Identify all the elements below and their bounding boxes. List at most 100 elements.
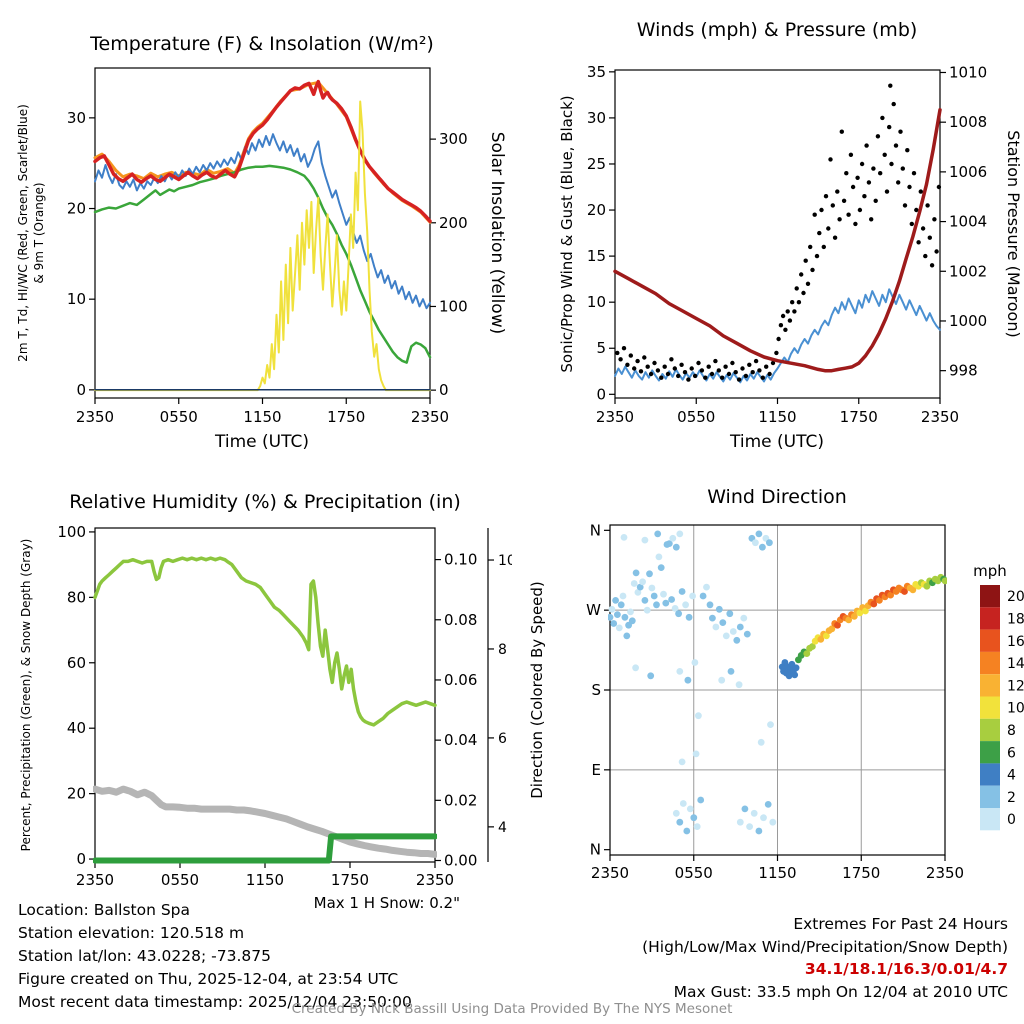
figure-created: Figure created on Thu, 2025-12-04, at 23… [18, 970, 399, 988]
svg-text:0: 0 [1007, 812, 1016, 828]
svg-text:0.04: 0.04 [444, 731, 477, 749]
extremes-values: 34.1/18.1/16.3/0.01/4.7 [804, 960, 1008, 978]
svg-text:25: 25 [587, 155, 606, 173]
svg-text:N: N [590, 841, 601, 859]
svg-text:10: 10 [1007, 701, 1024, 717]
svg-text:1002: 1002 [949, 262, 987, 280]
svg-text:0.10: 0.10 [444, 551, 477, 569]
svg-text:12: 12 [1007, 678, 1024, 694]
svg-text:2350: 2350 [416, 871, 454, 889]
svg-text:Temperature (F) & Insolation (: Temperature (F) & Insolation (W/m²) [89, 33, 434, 55]
svg-text:Sonic/Prop Wind & Gust (Blue,: Sonic/Prop Wind & Gust (Blue, Black) [558, 95, 576, 372]
svg-text:1750: 1750 [331, 871, 369, 889]
svg-text:5: 5 [596, 339, 606, 357]
credit-line: Created By Nick Bassill Using Data Provi… [291, 1001, 733, 1017]
svg-text:10: 10 [67, 290, 86, 308]
svg-text:1150: 1150 [243, 408, 281, 426]
svg-text:0: 0 [76, 381, 86, 399]
svg-text:2350: 2350 [591, 864, 629, 882]
svg-text:0550: 0550 [675, 864, 713, 882]
max-gust: Max Gust: 33.5 mph On 12/04 at 2010 UTC [673, 982, 1008, 1001]
svg-text:1004: 1004 [949, 213, 987, 231]
svg-text:2350: 2350 [411, 408, 449, 426]
svg-text:8: 8 [498, 642, 507, 658]
svg-text:30: 30 [587, 109, 606, 127]
svg-text:Direction (Colored By Speed): Direction (Colored By Speed) [528, 581, 546, 799]
svg-text:20: 20 [587, 201, 606, 219]
station-info: Location: Ballston Spa Station elevation… [18, 899, 412, 1014]
svg-text:& 9m T (Orange): & 9m T (Orange) [32, 182, 46, 283]
extremes-title: Extremes For Past 24 Hours [793, 915, 1008, 933]
svg-text:100: 100 [57, 523, 86, 541]
svg-text:2: 2 [1007, 790, 1016, 806]
svg-text:8: 8 [1007, 723, 1016, 739]
svg-text:Time (UTC): Time (UTC) [214, 432, 309, 452]
svg-text:Percent, Precipitation (Green): Percent, Precipitation (Green), & Snow D… [19, 539, 33, 852]
svg-text:0550: 0550 [161, 871, 199, 889]
svg-text:20: 20 [67, 200, 86, 218]
svg-text:40: 40 [67, 719, 86, 737]
svg-text:1750: 1750 [840, 408, 878, 426]
svg-text:1750: 1750 [842, 864, 880, 882]
station-latlon: Station lat/lon: 43.0228; -73.875 [18, 947, 271, 965]
svg-text:1006: 1006 [949, 163, 987, 181]
svg-text:10: 10 [587, 293, 606, 311]
svg-text:10: 10 [498, 553, 512, 569]
svg-text:2350: 2350 [921, 408, 959, 426]
svg-text:0.08: 0.08 [444, 611, 477, 629]
svg-text:0: 0 [439, 381, 449, 399]
svg-text:16: 16 [1007, 634, 1024, 650]
svg-text:1150: 1150 [758, 864, 796, 882]
svg-text:0.02: 0.02 [444, 791, 477, 809]
svg-text:20: 20 [67, 785, 86, 803]
svg-text:Station Pressure (Maroon): Station Pressure (Maroon) [1004, 130, 1023, 337]
svg-text:200: 200 [439, 214, 468, 232]
extremes-info: Extremes For Past 24 Hours (High/Low/Max… [558, 913, 1008, 1003]
svg-text:1150: 1150 [246, 871, 284, 889]
svg-text:Wind Direction: Wind Direction [707, 486, 847, 508]
svg-text:Time (UTC): Time (UTC) [729, 432, 824, 452]
svg-text:2350: 2350 [926, 864, 964, 882]
extremes-subtitle: (High/Low/Max Wind/Precipitation/Snow De… [642, 937, 1008, 956]
svg-text:300: 300 [439, 130, 468, 148]
svg-text:35: 35 [587, 63, 606, 81]
svg-text:mph: mph [973, 562, 1007, 580]
svg-text:60: 60 [67, 654, 86, 672]
svg-text:6: 6 [498, 731, 507, 747]
wind-direction-chart: 2350 0550 1150 1750 2350 N E S W N Wind Direction D… [528, 486, 1024, 882]
svg-text:20+: 20+ [1007, 589, 1024, 605]
svg-text:1000: 1000 [949, 312, 987, 330]
svg-text:Winds (mph) & Pressure (mb): Winds (mph) & Pressure (mb) [637, 19, 918, 41]
svg-text:30: 30 [67, 109, 86, 127]
svg-text:1010: 1010 [949, 63, 987, 81]
svg-text:0550: 0550 [160, 408, 198, 426]
svg-text:80: 80 [67, 588, 86, 606]
svg-text:E: E [592, 761, 601, 779]
svg-text:998: 998 [949, 362, 978, 380]
winds-pressure-chart: 2350 0550 1150 1750 2350 0 5 10 15 20 25 30 35 998 100… [558, 19, 1023, 452]
station-location: Location: Ballston Spa [18, 901, 191, 919]
svg-text:0550: 0550 [677, 408, 715, 426]
svg-text:6: 6 [1007, 745, 1016, 761]
humidity-precipitation-chart: 2350 0550 1150 1750 2350 0 20 40 60 80 100 0.00 0.02… [19, 491, 512, 889]
svg-text:0.06: 0.06 [444, 671, 477, 689]
data-timestamp: Most recent data timestamp: 2025/12/04 2… [18, 993, 412, 1011]
svg-text:1008: 1008 [949, 113, 987, 131]
svg-text:18: 18 [1007, 611, 1024, 627]
svg-text:0: 0 [596, 385, 606, 403]
svg-text:2350: 2350 [76, 871, 114, 889]
svg-text:1750: 1750 [327, 408, 365, 426]
temperature-insolation-chart: 2350 0550 1150 1750 235001020300100200300Tem… [16, 33, 507, 452]
svg-text:Relative Humidity (%) & Precip: Relative Humidity (%) & Precipitation (i… [69, 491, 461, 513]
svg-text:4: 4 [498, 820, 507, 836]
svg-text:0.00: 0.00 [444, 851, 477, 869]
svg-text:Solar Insolation (Yellow): Solar Insolation (Yellow) [487, 132, 507, 334]
svg-text:2m T, Td, HI/WC (Red, Green, S: 2m T, Td, HI/WC (Red, Green, Scarlet/Blu… [16, 104, 30, 362]
svg-text:100: 100 [439, 297, 468, 315]
svg-text:14: 14 [1007, 656, 1024, 672]
station-elevation: Station elevation: 120.518 m [18, 924, 245, 942]
svg-text:W: W [586, 601, 601, 619]
svg-text:S: S [591, 681, 601, 699]
svg-text:1150: 1150 [758, 408, 796, 426]
svg-text:2350: 2350 [76, 408, 114, 426]
